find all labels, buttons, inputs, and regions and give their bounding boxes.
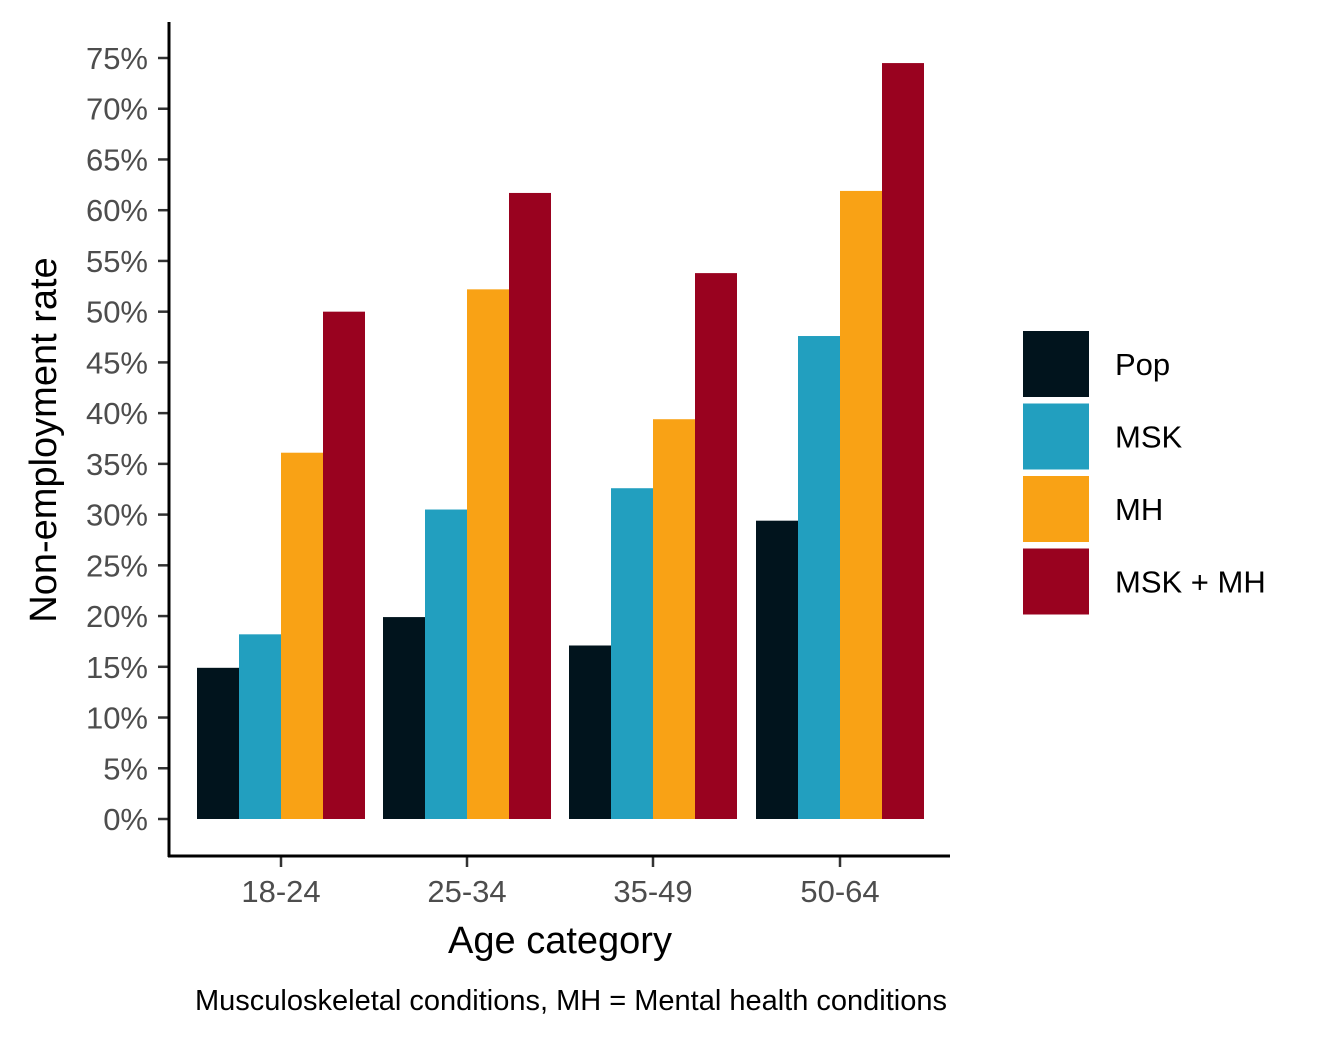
y-tick-label: 15% — [86, 650, 148, 685]
bar-msk-mh-50-64 — [882, 63, 924, 819]
y-tick-label: 70% — [86, 92, 148, 127]
bar-msk-mh-18-24 — [323, 311, 365, 819]
x-axis-title: Age category — [448, 920, 672, 962]
bar-pop-50-64 — [756, 520, 798, 819]
bar-mh-25-34 — [467, 289, 509, 819]
y-tick-label: 50% — [86, 295, 148, 330]
legend-key — [1023, 331, 1089, 397]
bar-msk-mh-35-49 — [695, 273, 737, 819]
y-tick-label: 60% — [86, 193, 148, 228]
y-tick-label: 45% — [86, 345, 148, 380]
legend: Pop MSK MH MSK + MH — [1023, 331, 1266, 615]
legend-label: MSK + MH — [1115, 565, 1266, 600]
bar-msk-25-34 — [425, 509, 467, 819]
bars-group — [197, 63, 924, 819]
bar-mh-18-24 — [281, 452, 323, 819]
y-tick-label: 10% — [86, 701, 148, 736]
caption: Musculoskeletal conditions, MH = Mental … — [195, 985, 947, 1017]
y-tick-label: 25% — [86, 548, 148, 583]
y-tick-label: 35% — [86, 447, 148, 482]
y-tick-label: 40% — [86, 396, 148, 431]
y-tick-label: 5% — [103, 751, 148, 786]
legend-label: Pop — [1115, 347, 1170, 382]
legend-label: MSK — [1115, 420, 1183, 455]
y-tick-label: 20% — [86, 599, 148, 634]
bar-msk-35-49 — [611, 488, 653, 819]
y-tick-label: 0% — [103, 802, 148, 837]
x-tick-label: 35-49 — [613, 874, 692, 909]
bar-mh-50-64 — [840, 190, 882, 819]
x-tick-label: 18-24 — [241, 874, 320, 909]
y-tick-label: 65% — [86, 142, 148, 177]
y-tick-label: 30% — [86, 498, 148, 533]
bar-pop-35-49 — [569, 645, 611, 819]
bar-msk-mh-25-34 — [509, 192, 551, 819]
bar-msk-18-24 — [239, 634, 281, 819]
x-axis-ticks: 18-24 25-34 35-49 50-64 — [241, 856, 880, 909]
y-tick-label: 55% — [86, 244, 148, 279]
y-tick-label: 75% — [86, 41, 148, 76]
legend-key — [1023, 403, 1089, 470]
y-axis-title: Non-employment rate — [23, 257, 65, 622]
legend-key — [1023, 548, 1089, 615]
legend-key — [1023, 476, 1089, 542]
bar-mh-35-49 — [653, 419, 695, 819]
x-tick-label: 25-34 — [427, 874, 506, 909]
y-axis-ticks: 0% 5% 10% 15% 20% 25% 30% 35% 40% 45% 50% 55% 60% 65%… — [86, 41, 169, 837]
legend-label: MH — [1115, 492, 1163, 527]
bar-pop-18-24 — [197, 667, 239, 819]
bar-msk-50-64 — [798, 336, 840, 819]
bar-pop-25-34 — [383, 617, 425, 819]
x-tick-label: 50-64 — [800, 874, 879, 909]
